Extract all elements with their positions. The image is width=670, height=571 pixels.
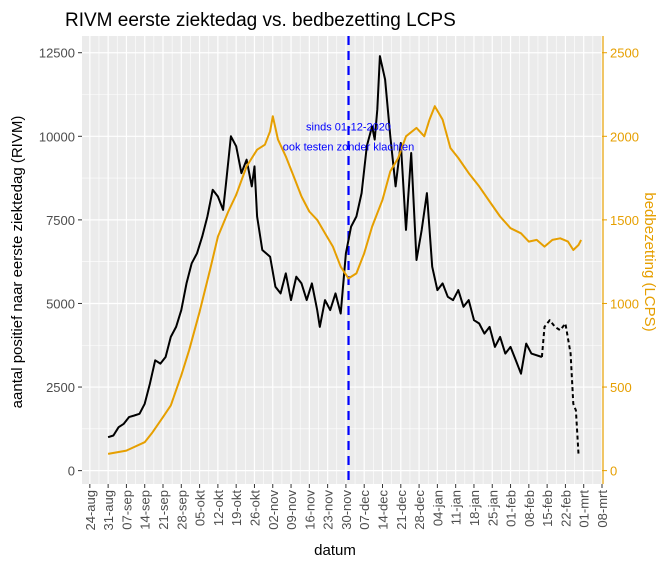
chart-title: RIVM eerste ziektedag vs. bedbezetting L… xyxy=(65,10,456,31)
y-left-tick-label: 12500 xyxy=(39,46,75,61)
series-lines xyxy=(107,55,582,455)
x-axis-label: datum xyxy=(314,542,356,559)
plot-panel xyxy=(82,36,602,484)
x-tick-label: 14-dec xyxy=(376,490,391,530)
y-right-tick-label: 1500 xyxy=(610,213,639,228)
y-right-tick-label: 2500 xyxy=(610,46,639,61)
x-tick-label: 24-aug xyxy=(83,490,98,530)
x-tick-label: 21-sep xyxy=(156,490,171,530)
x-tick-label: 07-sep xyxy=(119,490,134,530)
x-tick-label: 01-feb xyxy=(504,490,519,527)
x-tick-label: 02-nov xyxy=(266,490,281,530)
y-left-tick-label: 0 xyxy=(68,464,75,479)
series-line-2 xyxy=(540,319,580,454)
y-right-tick-label: 1000 xyxy=(610,296,639,311)
y-right-tick-label: 2000 xyxy=(610,129,639,144)
y-left-tick-label: 7500 xyxy=(46,213,75,228)
y-right-tick-label: 0 xyxy=(610,464,617,479)
series-line-1 xyxy=(107,55,543,439)
x-tick-label: 08-feb xyxy=(522,490,537,527)
x-tick-label: 26-okt xyxy=(248,490,263,527)
x-tick-label: 28-dec xyxy=(412,490,427,530)
x-tick-label: 16-nov xyxy=(302,490,317,530)
x-tick-label: 18-jan xyxy=(467,490,482,526)
x-tick-label: 23-nov xyxy=(321,490,336,530)
y-axis-right: 0 500 1000 1500 2000 2500 xyxy=(602,36,639,484)
y-left-tick-label: 2500 xyxy=(46,380,75,395)
grid-lines xyxy=(82,36,603,484)
y-axis-right-label: bedbezetting (LCPS) xyxy=(641,192,658,331)
y-left-tick-label: 10000 xyxy=(39,129,75,144)
x-tick-label: 19-okt xyxy=(229,490,244,527)
x-tick-label: 30-nov xyxy=(339,490,354,530)
series-line-3 xyxy=(107,105,582,455)
x-tick-label: 04-jan xyxy=(430,490,445,526)
x-tick-label: 31-aug xyxy=(101,490,116,530)
x-tick-label: 05-okt xyxy=(193,490,208,527)
x-tick-label: 08-mrt xyxy=(595,490,610,528)
annotation-line-2: ook testen zonder klachten xyxy=(283,141,414,153)
x-tick-label: 15-feb xyxy=(540,490,555,527)
x-tick-label: 25-jan xyxy=(485,490,500,526)
y-axis-left: 0 2500 5000 7500 10000 12500 xyxy=(39,46,82,479)
annotation-line-1: sinds 01-12-2020 xyxy=(306,121,391,133)
y-right-tick-label: 500 xyxy=(610,380,632,395)
x-tick-label: 09-nov xyxy=(284,490,299,530)
x-tick-label: 12-okt xyxy=(211,490,226,527)
x-tick-label: 01-mrt xyxy=(577,490,592,528)
y-axis-left-label: aantal positief naar eerste ziektedag (R… xyxy=(9,116,26,409)
x-tick-label: 21-dec xyxy=(394,490,409,530)
x-tick-label: 14-sep xyxy=(138,490,153,530)
x-axis: 24-aug 31-aug 07-sep 14-sep 21-sep 28-sep 05-o… xyxy=(83,484,610,530)
x-tick-label: 22-feb xyxy=(558,490,573,527)
x-tick-label: 11-jan xyxy=(449,490,464,525)
x-tick-label: 07-dec xyxy=(357,490,372,530)
x-tick-label: 28-sep xyxy=(174,490,189,530)
y-left-tick-label: 5000 xyxy=(46,296,75,311)
annotation: sinds 01-12-2020 ook testen zonder klach… xyxy=(283,121,414,153)
